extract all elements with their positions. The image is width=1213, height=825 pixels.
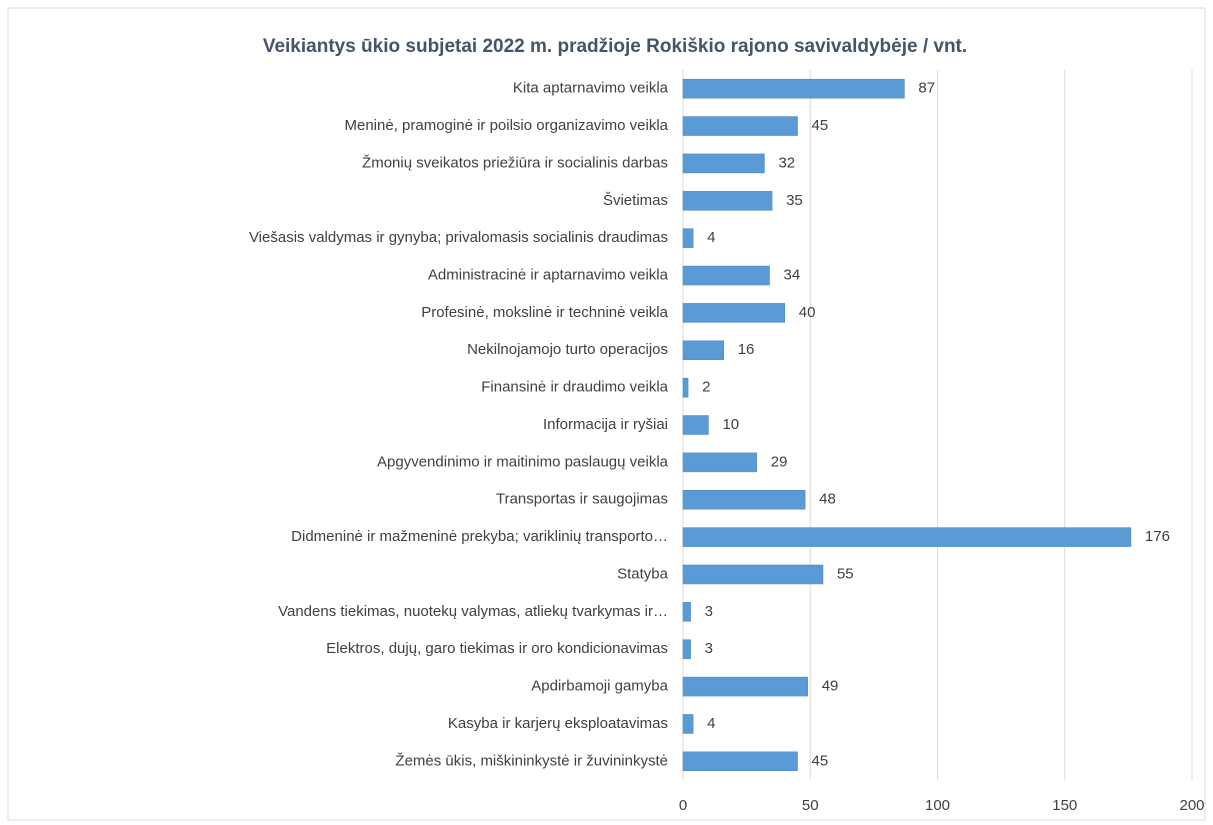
x-tick-label: 0 — [679, 797, 687, 814]
data-label: 40 — [799, 304, 816, 321]
y-tick-label: Finansinė ir draudimo veikla — [481, 379, 668, 396]
data-label: 2 — [702, 379, 710, 396]
bar — [682, 78, 905, 99]
data-label: 4 — [707, 229, 715, 246]
bar — [682, 452, 758, 473]
bar — [682, 415, 709, 435]
data-label: 35 — [786, 192, 803, 209]
data-label: 16 — [738, 341, 755, 358]
x-tick-label: 150 — [1052, 797, 1077, 814]
bar — [682, 191, 773, 211]
data-label: 48 — [819, 491, 836, 508]
y-tick-label: Elektros, dujų, garo tiekimas ir oro kon… — [326, 640, 668, 657]
data-label: 3 — [705, 603, 713, 620]
bar — [682, 489, 806, 510]
x-tick-label: 50 — [802, 797, 819, 814]
data-label: 34 — [784, 266, 801, 283]
chart-border — [7, 7, 1206, 821]
y-tick-label: Informacija ir ryšiai — [543, 416, 668, 433]
data-label: 10 — [722, 416, 739, 433]
chart-title: Veikiantys ūkio subjetai 2022 m. pradžio… — [263, 36, 967, 57]
data-label: 176 — [1145, 528, 1170, 545]
data-label: 55 — [837, 565, 854, 582]
y-tick-label: Apgyvendinimo ir maitinimo paslaugų veik… — [377, 453, 669, 470]
x-tick-label: 200 — [1179, 797, 1204, 814]
y-tick-label: Žmonių sveikatos priežiūra ir socialinis… — [362, 154, 668, 171]
y-tick-label: Viešasis valdymas ir gynyba; privalomasi… — [249, 229, 668, 246]
bar — [682, 265, 770, 286]
y-tick-label: Nekilnojamojo turto operacijos — [467, 341, 668, 358]
x-tick-label: 100 — [925, 797, 950, 814]
y-tick-label: Transportas ir saugojimas — [496, 491, 668, 508]
bar — [682, 377, 689, 398]
bar — [682, 303, 786, 323]
bar — [682, 714, 694, 734]
data-label: 49 — [822, 678, 839, 695]
bar — [682, 676, 808, 697]
data-label: 87 — [918, 80, 935, 97]
bar — [682, 116, 798, 136]
data-label: 4 — [707, 715, 715, 732]
y-tick-label: Kasyba ir karjerų eksploatavimas — [448, 715, 668, 732]
data-label: 45 — [812, 752, 829, 769]
bar — [682, 639, 691, 659]
y-tick-label: Vandens tiekimas, nuotekų valymas, atlie… — [278, 603, 668, 620]
data-label: 32 — [778, 154, 795, 171]
y-tick-label: Profesinė, mokslinė ir techninė veikla — [421, 304, 668, 321]
bar — [682, 527, 1132, 547]
bar — [682, 602, 691, 622]
data-label: 45 — [812, 117, 829, 134]
y-tick-label: Administracinė ir aptarnavimo veikla — [428, 266, 669, 283]
y-tick-label: Žemės ūkis, miškininkystė ir žuvininkyst… — [395, 752, 668, 769]
y-tick-label: Kita aptarnavimo veikla — [513, 80, 669, 97]
bar — [682, 751, 798, 772]
bar — [682, 564, 824, 585]
y-tick-label: Statyba — [617, 565, 669, 582]
bar — [682, 228, 694, 248]
y-tick-label: Apdirbamoji gamyba — [531, 678, 668, 695]
bar — [682, 153, 765, 174]
y-tick-label: Švietimas — [603, 192, 668, 209]
bar — [682, 340, 724, 361]
data-label: 3 — [705, 640, 713, 657]
y-tick-label: Didmeninė ir mažmeninė prekyba; variklin… — [291, 528, 668, 545]
y-tick-label: Meninė, pramoginė ir poilsio organizavim… — [345, 117, 669, 134]
data-label: 29 — [771, 453, 788, 470]
